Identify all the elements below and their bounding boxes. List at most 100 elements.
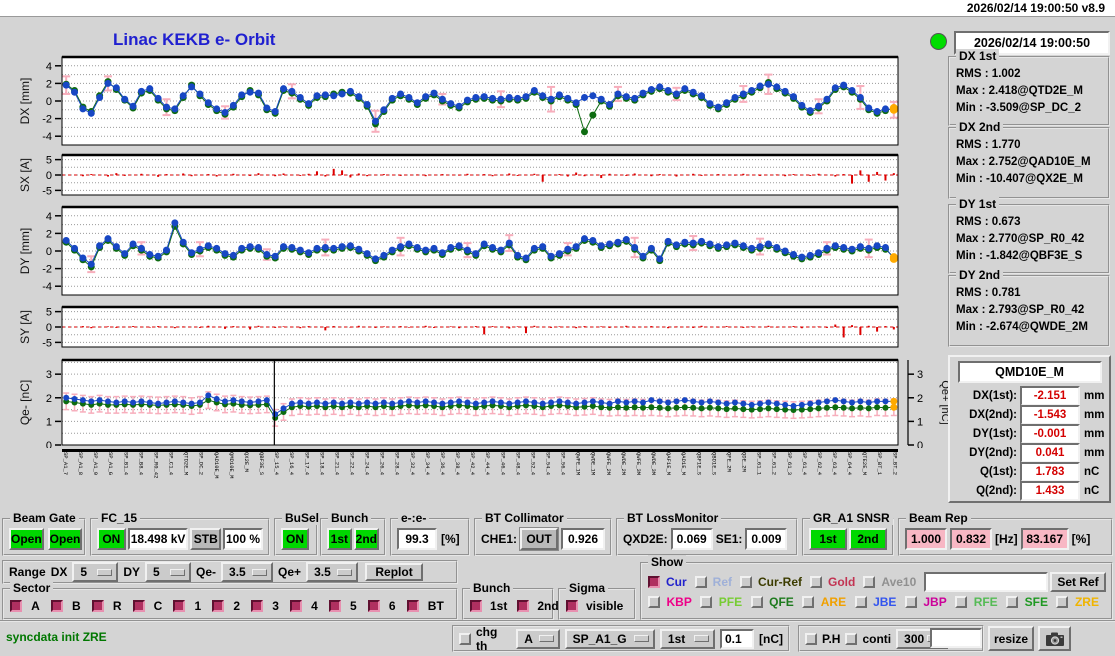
show-rfe-checkbox[interactable] — [955, 596, 968, 608]
monitor-row-unit: mm — [1084, 446, 1105, 459]
bunch-1st-checkbox[interactable] — [470, 600, 482, 612]
show-kbp-checkbox[interactable] — [648, 596, 660, 608]
sector-a-checkbox[interactable] — [10, 600, 22, 612]
range-dx-select[interactable]: 5 — [72, 562, 119, 582]
device-select[interactable]: SP_A1_G — [564, 628, 655, 649]
show-ref-label: Ref — [712, 575, 733, 589]
show-jbe-checkbox[interactable] — [854, 596, 867, 608]
sector-c-checkbox[interactable] — [132, 600, 145, 612]
beam-rep-value-1: 1.000 — [905, 528, 947, 550]
gra1-1st-button[interactable]: 1st — [809, 528, 847, 550]
che1-out-button[interactable]: OUT — [519, 527, 560, 551]
station-label: QBD1E_S — [710, 452, 718, 476]
station-label: QX2E_M — [242, 452, 250, 472]
svg-text:3: 3 — [917, 369, 923, 381]
fc15-stb-button[interactable]: STB — [190, 528, 221, 550]
show-zre-checkbox[interactable] — [1056, 596, 1069, 608]
monitor-row-value: 1.783 — [1020, 461, 1080, 482]
busel-on-button[interactable]: ON — [281, 528, 309, 550]
bunch-1st-button[interactable]: 1st — [327, 528, 352, 550]
svg-text:4: 4 — [46, 61, 52, 73]
gra1-2nd-button[interactable]: 2nd — [849, 528, 887, 550]
fc15-kv-display: 18.498 kV — [127, 528, 189, 550]
show-qfe-checkbox[interactable] — [750, 596, 763, 608]
sector-bt-checkbox[interactable] — [406, 600, 419, 612]
station-label: SP_38_4 — [454, 452, 462, 476]
show-curref-checkbox[interactable] — [740, 576, 753, 588]
sector-1-checkbox[interactable] — [173, 600, 186, 612]
range-qe-minus-select[interactable]: 3.5 — [221, 562, 274, 582]
svg-text:5: 5 — [46, 307, 52, 319]
threshold-input[interactable] — [720, 628, 754, 649]
sector-5-checkbox[interactable] — [328, 600, 341, 612]
svg-text:2: 2 — [917, 393, 923, 405]
show-gold-label: Gold — [828, 575, 856, 589]
sigma-visible-checkbox[interactable] — [566, 600, 578, 612]
resize-button[interactable]: resize — [988, 626, 1034, 651]
sector-6-checkbox[interactable] — [367, 600, 380, 612]
show-gold-checkbox[interactable] — [810, 576, 823, 588]
svg-text:3: 3 — [46, 369, 52, 381]
stats-dx-2nd: DX 2nd RMS : 1.770 Max : 2.752@QAD10E_M … — [948, 120, 1110, 199]
option-menu-indicator — [694, 635, 709, 642]
bunch-order-select[interactable]: 1st — [659, 628, 715, 649]
aux-input[interactable] — [930, 628, 982, 648]
station-label: SP_62_4 — [815, 452, 823, 476]
chg-th-select[interactable]: A — [516, 628, 560, 649]
beam-gate-open-2-button[interactable]: Open — [47, 528, 83, 550]
chart-dx-orbit: 4 2 0 -2 -4 DX [mm] — [18, 54, 906, 153]
beam-rep-value-2: 0.832 — [950, 528, 992, 550]
svg-text:0: 0 — [917, 440, 923, 448]
sector-4-checkbox[interactable] — [290, 600, 303, 612]
station-label-axis: SP_A1_7 SP_A1_8 SP_A1_9 SP_A1_G SP_B1_4 SP_B8… — [62, 449, 898, 514]
show-ave10-checkbox[interactable] — [863, 576, 876, 588]
status-bar: syncdata init ZRE chg th A SP_A1_G 1st [… — [0, 620, 1115, 656]
show-ref-checkbox[interactable] — [694, 576, 707, 588]
set-ref-button[interactable]: Set Ref — [1050, 572, 1106, 592]
monitor-row: DY(1st): -0.001 mm — [950, 423, 1109, 444]
bunch-2nd-button[interactable]: 2nd — [353, 528, 379, 550]
sector-r-checkbox[interactable] — [91, 600, 104, 612]
screenshot-button[interactable] — [1038, 626, 1071, 651]
ee-ratio-display: 99.3 — [397, 528, 437, 550]
chg-th-label: chg th — [476, 624, 498, 653]
show-pfe-checkbox[interactable] — [700, 596, 713, 608]
sector-2-checkbox[interactable] — [212, 600, 225, 612]
monitor-row-label: DY(1st): — [972, 427, 1017, 440]
camera-icon — [1045, 632, 1064, 646]
sector-bt-label: BT — [427, 599, 444, 613]
chart-charge: 3 2 1 0 Qe- [nC] 3 2 1 0 Qe+ [nC] — [18, 357, 951, 453]
sector-2-label: 2 — [233, 599, 241, 613]
monitor-row-unit: mm — [1084, 408, 1105, 421]
chg-th-frame: chg th A SP_A1_G 1st [nC] — [452, 624, 790, 653]
sector-5-label: 5 — [350, 599, 357, 613]
show-sfe-checkbox[interactable] — [1006, 596, 1019, 608]
show-are-checkbox[interactable] — [802, 596, 815, 608]
stats-dy-1st: DY 1st RMS : 0.673 Max : 2.770@SP_R0_42 … — [948, 197, 1110, 274]
menubar: 2026/02/14 19:00:50 v8.9 — [0, 0, 1115, 17]
ph-checkbox[interactable] — [805, 632, 817, 645]
ref-name-input[interactable] — [924, 572, 1048, 592]
station-label: SP_46_4 — [499, 452, 507, 476]
svg-text:-2: -2 — [42, 114, 52, 126]
show-jbp-checkbox[interactable] — [904, 596, 917, 608]
rms-value: 1.770 — [991, 139, 1021, 151]
show-qfe-label: QFE — [769, 595, 794, 609]
station-label: SP_22_4 — [348, 452, 356, 476]
beam-gate-group: Beam Gate Open Open — [2, 511, 86, 556]
sector-b-checkbox[interactable] — [50, 600, 63, 612]
conti-checkbox[interactable] — [845, 632, 858, 645]
rms-value: 0.781 — [991, 287, 1021, 299]
hz-unit-label: [Hz] — [995, 532, 1018, 546]
range-qe-plus-select[interactable]: 3.5 — [306, 562, 359, 582]
chg-th-checkbox[interactable] — [459, 632, 471, 645]
show-cur-checkbox[interactable] — [648, 576, 660, 588]
bunch-2nd-checkbox[interactable] — [517, 600, 530, 612]
beam-gate-open-1-button[interactable]: Open — [9, 528, 44, 550]
fc15-on-button[interactable]: ON — [97, 528, 126, 550]
range-qe-minus-label: Qe- — [196, 565, 217, 579]
range-dy-select[interactable]: 5 — [145, 562, 192, 582]
sector-3-checkbox[interactable] — [251, 600, 264, 612]
replot-button[interactable]: Replot — [365, 563, 424, 581]
